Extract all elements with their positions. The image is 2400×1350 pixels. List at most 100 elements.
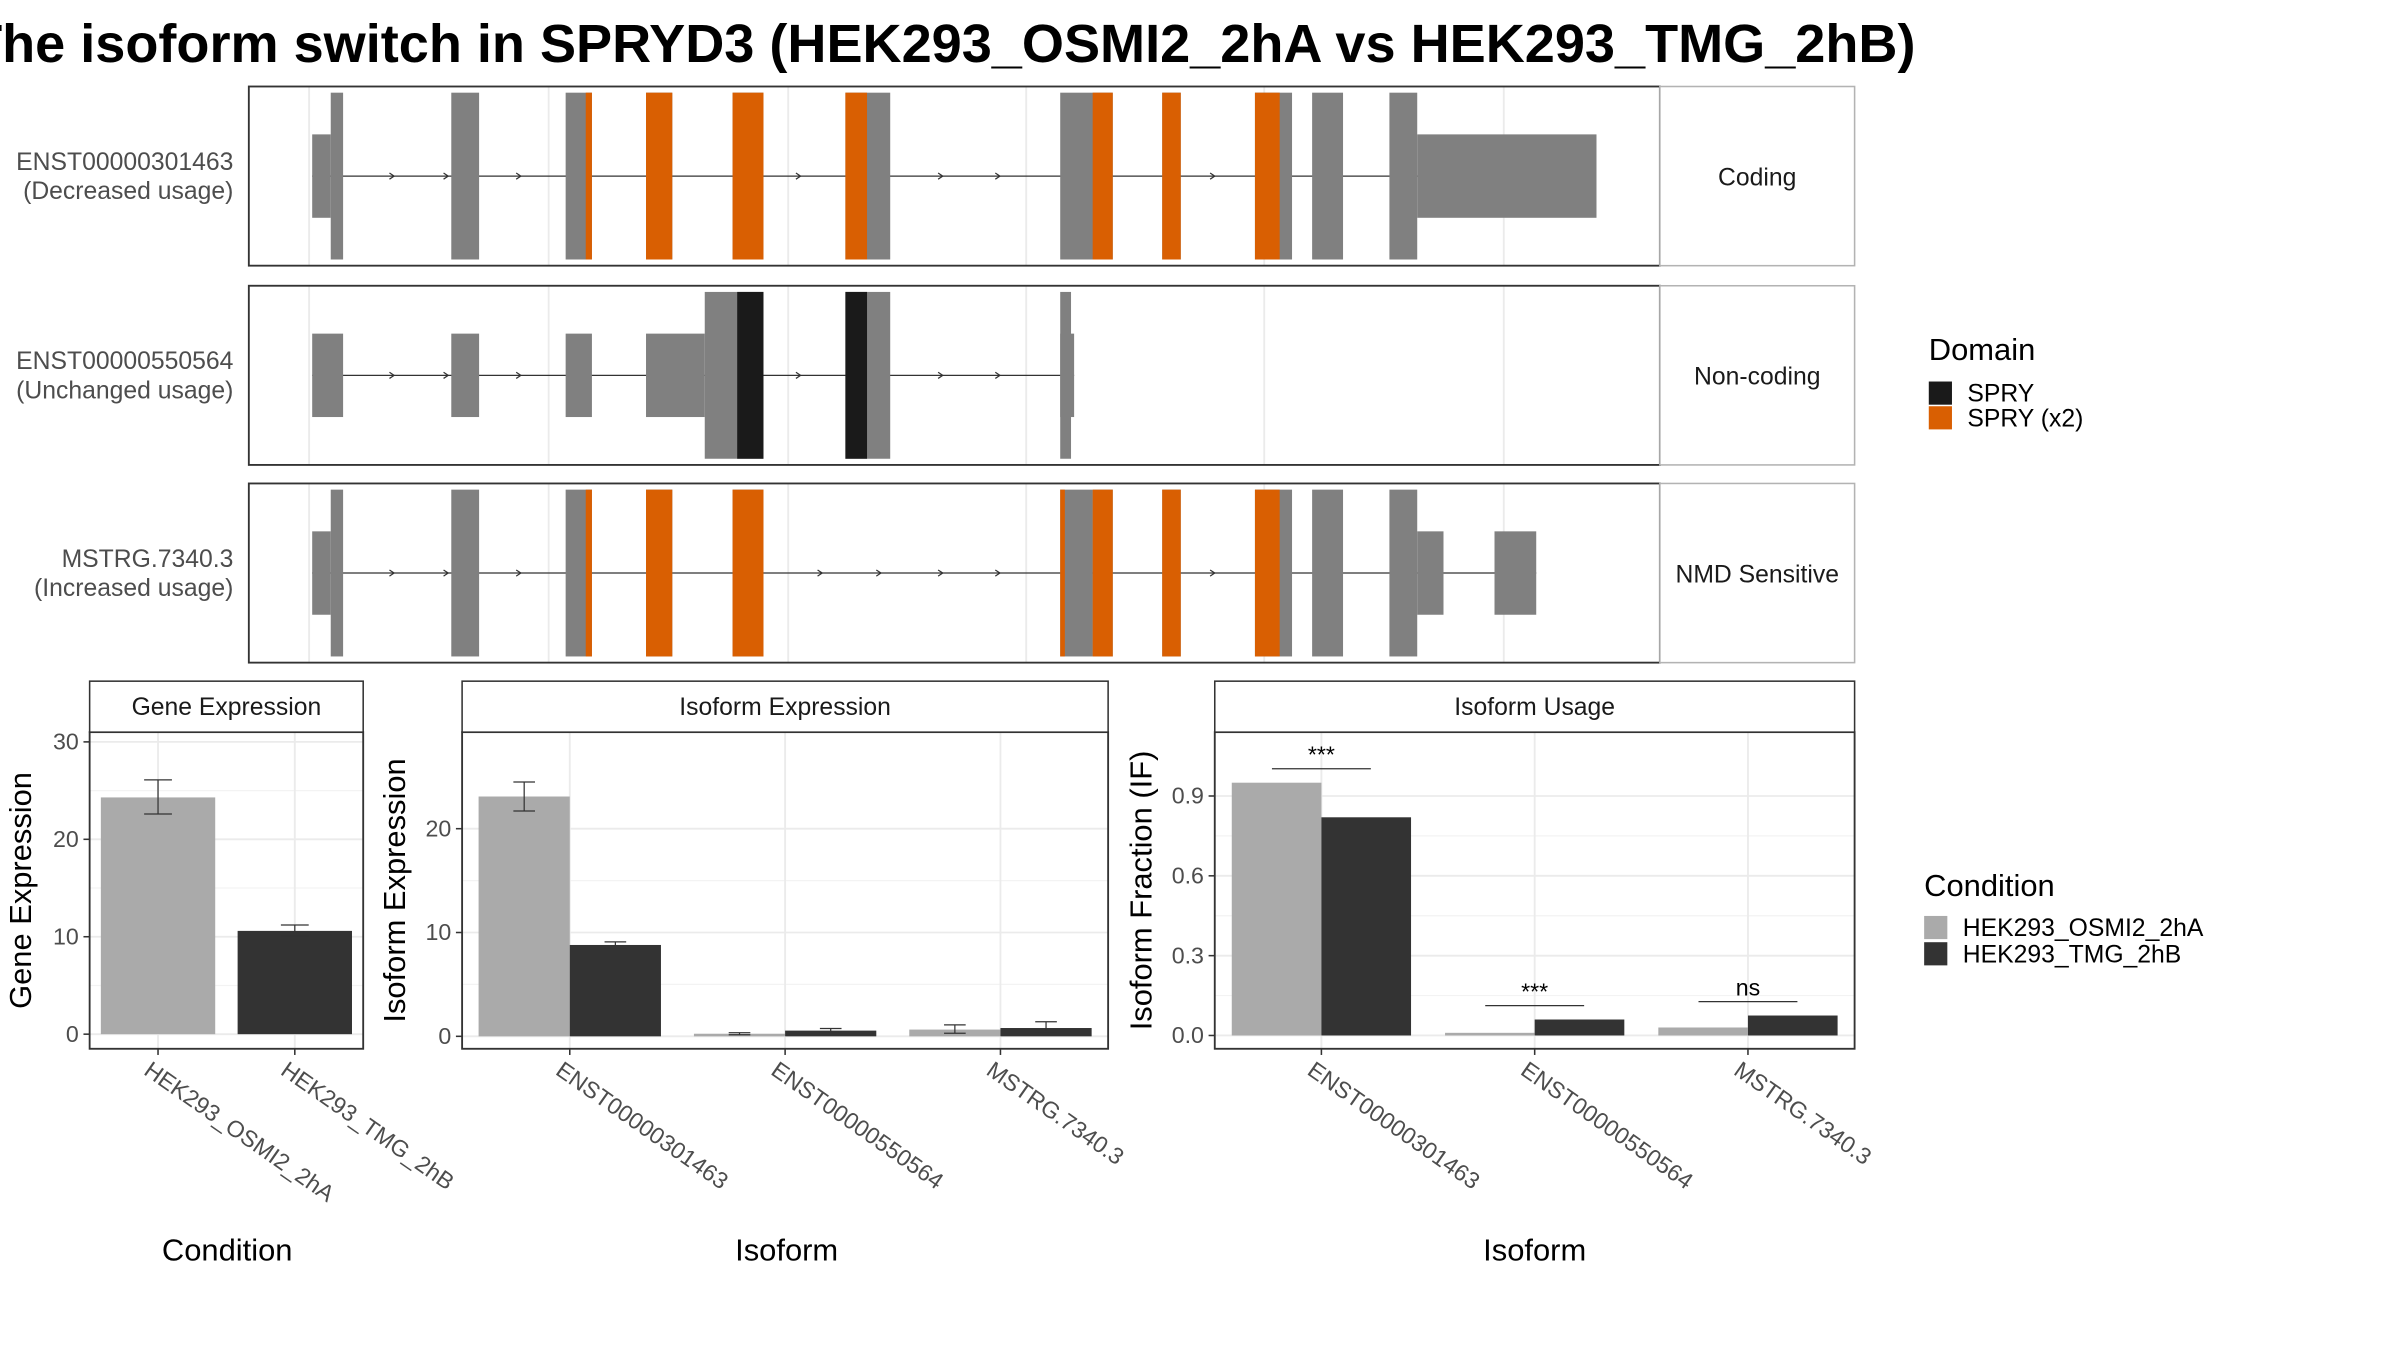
strand-arrow [937,569,944,577]
domain-legend-key [1928,406,1952,430]
strand-arrow [1209,569,1216,577]
domain-legend-label: SPRY [1967,381,2034,408]
bar [1445,1032,1535,1036]
y-tick-label: 30 [53,729,79,755]
transcript-id: ENST00000301463 [16,149,233,176]
strand-arrow [937,172,944,180]
significance-label: *** [1521,978,1548,1004]
bar-panel: 0.0 0.3 0.6 0.9 *** *** ns Isoform Usage ENST000… [1123,680,1877,1267]
utr-exon [451,333,480,418]
bar [569,944,661,1037]
bar [478,796,570,1037]
domain-segment [646,489,673,657]
facet-strip-label: Gene Expression [132,694,322,721]
x-axis-title: Condition [162,1232,293,1267]
domain-legend-title: Domain [1929,332,2035,367]
utr-exon [646,333,705,418]
y-tick-label: 10 [53,923,79,949]
y-tick-label: 0.0 [1172,1022,1204,1048]
coding-exon [330,489,344,657]
facet-strip [1659,85,1856,267]
bar-panel: 0 10 20 Isoform Expression ENST00000301463 EN… [377,680,1129,1267]
strand-arrow [795,172,802,180]
facet-strip [1659,482,1856,664]
condition-legend-key [1924,915,1948,940]
bar [100,797,216,1035]
domain-segment [585,489,592,657]
bar [1747,1015,1838,1036]
facet-strip-label: Isoform Usage [1454,694,1615,721]
strand-arrow [994,172,1002,180]
domain-legend-key [1928,381,1952,405]
strand-arrow [875,569,883,577]
strand-arrow [994,371,1002,379]
condition-legend-title: Condition [1924,868,2055,903]
y-tick-label: 0.9 [1172,783,1204,809]
x-tick-label: ENST00000301463 [1303,1056,1485,1194]
y-tick-label: 0.6 [1172,863,1204,889]
domain-segment [1162,92,1181,260]
domain-segment [646,92,673,260]
utr-exon [312,531,331,615]
transcript-id: MSTRG.7340.3 [62,546,234,573]
transcript-panel: NMD Sensitive MSTRG.7340.3(Increased usag… [34,482,1856,664]
x-tick-label: ENST00000550564 [1516,1056,1698,1194]
utr-exon [312,333,344,418]
y-tick-label: 10 [426,919,452,945]
condition-legend-key [1924,942,1948,966]
strand-arrow [389,569,396,577]
domain-legend-label: SPRY (x2) [1967,405,2083,432]
facet-strip-label: Isoform Expression [679,694,891,721]
coding-exon [1389,489,1418,657]
transcript-category: Non-coding [1694,364,1820,391]
coding-exon [1389,92,1418,260]
coding-exon [451,92,480,260]
coding-exon [1060,489,1093,657]
coding-exon [451,489,480,657]
facet-strip [1659,284,1856,466]
domain-segment [1254,489,1280,657]
x-axis-title: Isoform [1483,1232,1586,1267]
strand-arrow [389,371,396,379]
utr-exon [1417,531,1444,615]
strand-arrow [443,172,450,180]
transcript-usage: (Decreased usage) [23,178,233,205]
strand-arrow [994,569,1002,577]
bar [1321,817,1412,1036]
coding-exon [1060,291,1072,459]
x-tick-label: MSTRG.7340.3 [1730,1056,1877,1170]
domain-segment [737,291,764,459]
coding-exon [330,92,344,260]
domain-segment [845,291,868,459]
domain-segment [1092,92,1113,260]
strand-arrow [795,371,802,379]
x-tick-label: ENST00000301463 [551,1056,733,1194]
strand-arrow [1209,172,1216,180]
strand-arrow [937,371,944,379]
coding-exon [1312,92,1344,260]
transcript-panel: Coding ENST00000301463(Decreased usage) [16,85,1856,267]
figure-title: The isoform switch in SPRYD3 (HEK293_OSM… [0,14,1915,74]
transcript-id: ENST00000550564 [16,348,233,375]
utr-exon [312,134,331,218]
transcript-usage: (Increased usage) [34,575,233,602]
strand-arrow [443,371,450,379]
y-axis-title: Gene Expression [3,772,38,1009]
transcript-panel: Non-coding ENST00000550564 (Unchanged usag… [16,284,1856,466]
bar [1534,1019,1625,1036]
facet-strip [461,680,1109,733]
utr-exon [1494,531,1537,615]
y-tick-label: 20 [53,826,79,852]
transcript-usage: (Unchanged usage) [16,378,233,405]
y-tick-label: 0.3 [1172,942,1204,968]
domain-segment [732,489,764,657]
strand-arrow [515,172,522,180]
transcript-category: Coding [1718,164,1796,191]
bar [1658,1027,1748,1036]
x-tick-label: MSTRG.7340.3 [982,1056,1129,1170]
significance-label: ns [1736,974,1760,1000]
domain-segment [1092,489,1113,657]
facet-strip [88,680,364,733]
